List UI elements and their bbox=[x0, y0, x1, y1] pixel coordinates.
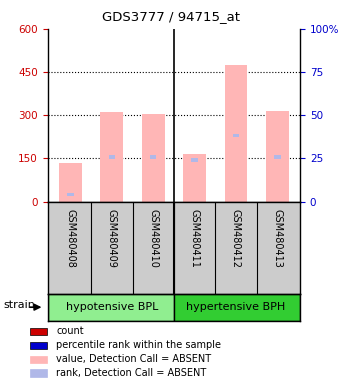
Bar bbox=[233, 134, 239, 137]
Text: GSM480411: GSM480411 bbox=[190, 209, 199, 268]
Text: GSM480408: GSM480408 bbox=[65, 209, 75, 268]
Bar bbox=[142, 114, 165, 202]
Text: GSM480413: GSM480413 bbox=[272, 209, 282, 268]
Text: GSM480412: GSM480412 bbox=[231, 209, 241, 268]
Text: count: count bbox=[56, 326, 84, 336]
Text: value, Detection Call = ABSENT: value, Detection Call = ABSENT bbox=[56, 354, 211, 364]
Text: hypotensive BPL: hypotensive BPL bbox=[66, 302, 158, 312]
Bar bbox=[67, 193, 74, 196]
Bar bbox=[30, 328, 47, 335]
Text: GSM480409: GSM480409 bbox=[107, 209, 117, 268]
Text: GDS3777 / 94715_at: GDS3777 / 94715_at bbox=[102, 10, 239, 23]
Bar bbox=[30, 342, 47, 349]
Bar bbox=[266, 111, 289, 202]
Text: rank, Detection Call = ABSENT: rank, Detection Call = ABSENT bbox=[56, 368, 207, 378]
Text: hypertensive BPH: hypertensive BPH bbox=[186, 302, 285, 312]
Text: GSM480410: GSM480410 bbox=[148, 209, 158, 268]
Bar bbox=[59, 163, 82, 202]
Bar bbox=[225, 65, 247, 202]
Text: percentile rank within the sample: percentile rank within the sample bbox=[56, 340, 221, 350]
Bar bbox=[183, 154, 206, 202]
Bar bbox=[30, 369, 47, 377]
Bar bbox=[101, 112, 123, 202]
FancyBboxPatch shape bbox=[48, 294, 174, 321]
Bar bbox=[30, 356, 47, 363]
Bar bbox=[150, 155, 157, 159]
Text: strain: strain bbox=[3, 300, 35, 310]
Bar bbox=[191, 158, 198, 162]
Bar bbox=[109, 155, 115, 159]
FancyBboxPatch shape bbox=[174, 294, 300, 321]
Bar bbox=[274, 155, 281, 159]
